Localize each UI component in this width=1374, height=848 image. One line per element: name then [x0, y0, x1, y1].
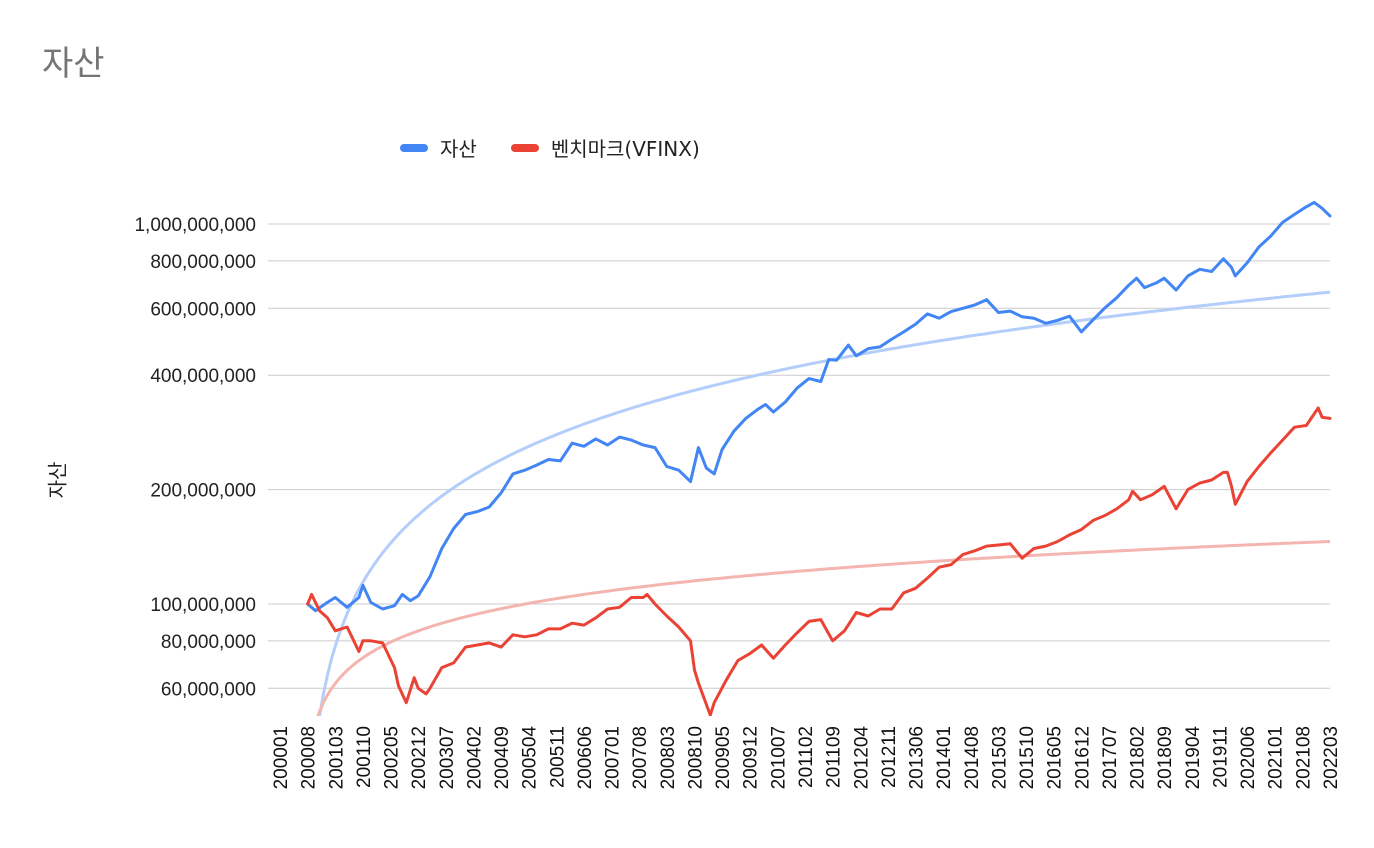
legend-item-asset[interactable]: 자산: [400, 133, 477, 162]
legend: 자산 벤치마크(VFINX): [400, 133, 734, 162]
x-tick-label: 200110: [354, 726, 375, 788]
y-tick-label: 400,000,000: [150, 366, 256, 387]
gridlines: [268, 223, 1330, 689]
y-tick-label: 60,000,000: [161, 679, 256, 700]
x-tick-label: 201401: [934, 726, 955, 789]
series-lines: [306, 200, 1332, 716]
x-tick-label: 200212: [409, 726, 430, 789]
x-tick-label: 201510: [1017, 726, 1038, 789]
y-tick-label: 800,000,000: [150, 252, 256, 273]
x-tick-label: 200905: [713, 726, 734, 789]
chart-title: 자산: [42, 44, 105, 84]
x-axis-ticks: 200001 200008 200103 200110 200205 200212 2003…: [271, 726, 1342, 790]
x-tick-label: 201503: [989, 726, 1010, 789]
legend-swatch-asset: [400, 143, 428, 152]
x-tick-label: 201809: [1155, 726, 1176, 789]
y-tick-label: 200,000,000: [150, 481, 256, 502]
x-tick-label: 200103: [326, 726, 347, 789]
x-tick-label: 202006: [1238, 726, 1259, 789]
x-tick-label: 201102: [796, 726, 817, 788]
series-line-1[interactable]: [306, 406, 1332, 716]
x-tick-label: 200409: [492, 726, 513, 789]
x-tick-label: 202108: [1293, 726, 1314, 789]
x-tick-label: 200504: [520, 726, 541, 790]
x-tick-label: 200001: [271, 726, 292, 789]
legend-label-benchmark: 벤치마크(VFINX): [550, 137, 700, 161]
y-axis-ticks: 60,000,000 80,000,000 100,000,000 200,000,0…: [134, 215, 256, 700]
x-tick-label: 200205: [382, 726, 403, 789]
x-tick-label: 200511: [547, 726, 568, 788]
x-tick-label: 201911: [1210, 726, 1231, 788]
y-tick-label: 80,000,000: [161, 632, 256, 653]
y-tick-label: 1,000,000,000: [134, 215, 256, 236]
x-tick-label: 200008: [299, 726, 320, 789]
x-tick-label: 200307: [437, 726, 458, 789]
x-tick-label: 200701: [603, 726, 624, 789]
x-tick-label: 200708: [630, 726, 651, 789]
trendline-1: [316, 540, 1331, 716]
x-tick-label: 201802: [1128, 726, 1149, 789]
x-tick-label: 201612: [1072, 726, 1093, 789]
x-tick-label: 201904: [1183, 726, 1204, 790]
x-tick-label: 200606: [575, 726, 596, 789]
x-tick-label: 200402: [464, 726, 485, 789]
x-tick-label: 201109: [824, 726, 845, 788]
trendline-0: [318, 290, 1331, 716]
legend-label-asset: 자산: [440, 137, 477, 161]
x-tick-label: 201211: [879, 726, 900, 788]
x-tick-label: 201204: [851, 726, 872, 790]
x-tick-label: 200912: [741, 726, 762, 789]
x-tick-label: 202203: [1321, 726, 1342, 789]
x-tick-label: 201707: [1100, 726, 1121, 789]
x-tick-label: 200803: [658, 726, 679, 789]
x-tick-label: 202101: [1266, 726, 1287, 789]
trendlines: [316, 290, 1331, 716]
x-tick-label: 201408: [962, 726, 983, 789]
x-tick-label: 200810: [685, 726, 706, 789]
x-tick-label: 201007: [768, 726, 789, 789]
legend-swatch-benchmark: [510, 143, 539, 152]
y-tick-label: 600,000,000: [150, 299, 256, 320]
x-tick-label: 201605: [1045, 726, 1066, 789]
legend-item-benchmark[interactable]: 벤치마크(VFINX): [510, 133, 700, 162]
x-tick-label: 201306: [907, 726, 928, 789]
y-tick-label: 100,000,000: [150, 595, 256, 616]
series-line-0[interactable]: [306, 200, 1332, 613]
